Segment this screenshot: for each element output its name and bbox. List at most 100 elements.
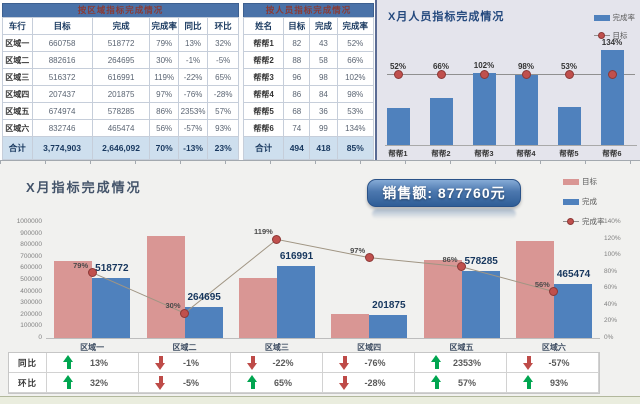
table-cell[interactable]: 516372 — [31, 68, 93, 86]
table-cell[interactable]: -13% — [177, 136, 209, 160]
table-cell[interactable]: 完成 — [309, 17, 338, 35]
table-cell[interactable]: 518772 — [91, 34, 151, 52]
table-cell[interactable]: 201875 — [91, 85, 151, 103]
table-cell[interactable]: 882616 — [31, 51, 93, 69]
table-cell[interactable]: -22% — [177, 68, 209, 86]
table-cell[interactable]: 79% — [149, 34, 179, 52]
table-cell[interactable]: 区域三 — [2, 68, 33, 86]
table-cell[interactable]: 660758 — [31, 34, 93, 52]
table-cell[interactable]: 帮帮4 — [242, 85, 285, 103]
table-cell[interactable]: 30% — [149, 51, 179, 69]
table-cell[interactable]: 帮帮5 — [242, 102, 285, 120]
comparison-cell[interactable]: -5% — [139, 373, 231, 393]
table-cell[interactable]: 姓名 — [242, 17, 285, 35]
table-cell[interactable]: 68 — [283, 102, 311, 120]
table-cell[interactable]: 494 — [283, 136, 311, 160]
table-cell[interactable]: 832746 — [31, 119, 93, 137]
table-cell[interactable]: 52% — [336, 34, 375, 52]
table-cell[interactable]: 98 — [309, 68, 338, 86]
table-cell[interactable]: 93% — [207, 119, 239, 137]
table-cell[interactable]: 环比 — [207, 17, 239, 35]
table-cell[interactable]: 帮帮2 — [242, 51, 285, 69]
comparison-cell[interactable]: 2353% — [415, 353, 507, 373]
sales-badge[interactable]: 销售额: 877760元 — [367, 179, 521, 207]
rate-point — [364, 253, 374, 263]
table-cell[interactable]: 23% — [207, 136, 239, 160]
table-cell[interactable]: 58 — [309, 51, 338, 69]
table-cell[interactable]: 84 — [309, 85, 338, 103]
table-cell[interactable]: 465474 — [91, 119, 151, 137]
target-bar — [238, 278, 277, 338]
table-cell[interactable]: 578285 — [91, 102, 151, 120]
comparison-cell[interactable]: 65% — [231, 373, 323, 393]
table-cell[interactable]: 674974 — [31, 102, 93, 120]
comparison-cell[interactable]: -28% — [323, 373, 415, 393]
table-cell[interactable]: 97% — [149, 85, 179, 103]
table-cell[interactable]: 74 — [283, 119, 311, 137]
comparison-cell[interactable]: -57% — [507, 353, 599, 373]
comparison-cell[interactable]: -22% — [231, 353, 323, 373]
comparison-cell[interactable]: -76% — [323, 353, 415, 373]
table-cell[interactable]: 119% — [149, 68, 179, 86]
table-row: 帮帮3 96 98 102% — [242, 68, 375, 86]
table-cell[interactable]: 2,646,092 — [91, 136, 151, 160]
table-cell[interactable]: 区域四 — [2, 85, 33, 103]
y-axis-label-left: 1000000 — [16, 218, 42, 225]
table-cell[interactable]: 102% — [336, 68, 375, 86]
table-cell[interactable]: 53% — [336, 102, 375, 120]
table-cell[interactable]: 134% — [336, 119, 375, 137]
rate-point — [87, 268, 97, 278]
table-cell[interactable]: -1% — [177, 51, 209, 69]
table-cell[interactable]: 96 — [283, 68, 311, 86]
table-cell[interactable]: 418 — [309, 136, 338, 160]
table-cell[interactable]: 3,774,903 — [31, 136, 93, 160]
table-cell[interactable]: 区域六 — [2, 119, 33, 137]
table-cell[interactable]: 同比 — [177, 17, 209, 35]
table-cell[interactable]: 目标 — [283, 17, 311, 35]
table-cell[interactable]: 43 — [309, 34, 338, 52]
table-cell[interactable]: -5% — [207, 51, 239, 69]
table-cell[interactable]: 86% — [149, 102, 179, 120]
table-cell[interactable]: 264695 — [91, 51, 151, 69]
table-cell[interactable]: 66% — [336, 51, 375, 69]
table-cell[interactable]: -28% — [207, 85, 239, 103]
table-cell[interactable]: 合计 — [242, 136, 285, 160]
target-point — [436, 69, 446, 79]
table-cell[interactable]: 56% — [149, 119, 179, 137]
comparison-cell[interactable]: 13% — [47, 353, 139, 373]
table-cell[interactable]: 区域一 — [2, 34, 33, 52]
table-cell[interactable]: 完成率 — [336, 17, 375, 35]
table-cell[interactable]: 帮帮1 — [242, 34, 285, 52]
comparison-cell[interactable]: -1% — [139, 353, 231, 373]
table-cell[interactable]: 86 — [283, 85, 311, 103]
table-cell[interactable]: 区域五 — [2, 102, 33, 120]
table-cell[interactable]: 99 — [309, 119, 338, 137]
table-cell[interactable]: 2353% — [177, 102, 209, 120]
table-cell[interactable]: 88 — [283, 51, 311, 69]
table-cell[interactable]: 207437 — [31, 85, 93, 103]
table-cell[interactable]: 98% — [336, 85, 375, 103]
table-cell[interactable]: 车行 — [2, 17, 33, 35]
table-cell[interactable]: 36 — [309, 102, 338, 120]
table-cell[interactable]: 616991 — [91, 68, 151, 86]
comparison-cell[interactable]: 32% — [47, 373, 139, 393]
table-cell[interactable]: 13% — [177, 34, 209, 52]
y-axis-label-left: 300000 — [20, 299, 42, 307]
table-cell[interactable]: 合计 — [2, 136, 33, 160]
table-cell[interactable]: -57% — [177, 119, 209, 137]
comparison-cell[interactable]: 57% — [415, 373, 507, 393]
table-cell[interactable]: 32% — [207, 34, 239, 52]
table-cell[interactable]: 70% — [149, 136, 179, 160]
table-cell[interactable]: 65% — [207, 68, 239, 86]
comparison-cell[interactable]: 93% — [507, 373, 599, 393]
table-cell[interactable]: 82 — [283, 34, 311, 52]
table-cell[interactable]: 区域二 — [2, 51, 33, 69]
table-cell[interactable]: 目标 — [31, 17, 93, 35]
table-cell[interactable]: -76% — [177, 85, 209, 103]
table-cell[interactable]: 57% — [207, 102, 239, 120]
table-cell[interactable]: 帮帮3 — [242, 68, 285, 86]
table-cell[interactable]: 完成率 — [149, 17, 179, 35]
table-cell[interactable]: 帮帮6 — [242, 119, 285, 137]
table-cell[interactable]: 85% — [336, 136, 375, 160]
table-cell[interactable]: 完成 — [91, 17, 151, 35]
